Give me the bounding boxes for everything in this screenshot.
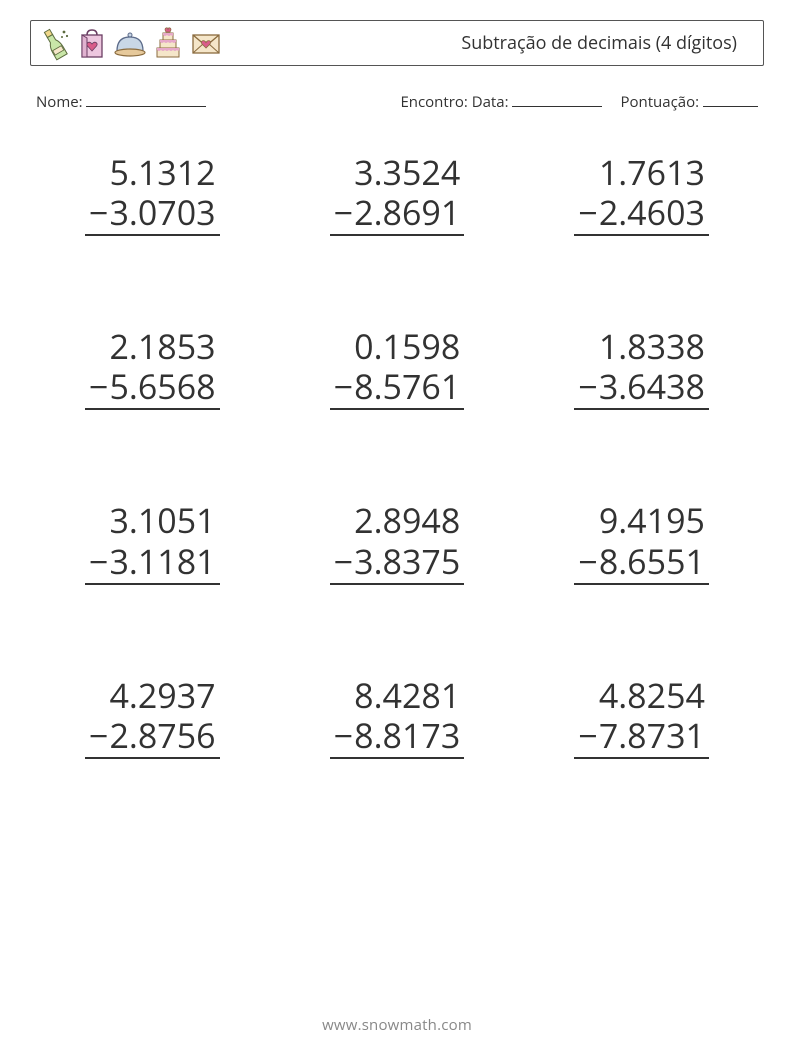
subtraction-problem: 0.1598−8.5761 bbox=[285, 326, 510, 410]
minuend: 8.4281 bbox=[330, 675, 465, 715]
love-letter-icon bbox=[189, 25, 223, 61]
name-blank bbox=[86, 93, 206, 107]
subtraction-problem: 1.7613−2.4603 bbox=[529, 152, 754, 236]
minuend: 5.1312 bbox=[85, 152, 220, 192]
subtrahend: −3.8375 bbox=[330, 541, 465, 585]
cake-icon bbox=[151, 25, 185, 61]
subtraction-problem: 3.1051−3.1181 bbox=[40, 500, 265, 584]
footer-url: www.snowmath.com bbox=[0, 1015, 794, 1035]
champagne-icon bbox=[37, 25, 71, 61]
minuend: 3.3524 bbox=[330, 152, 465, 192]
score-label: Pontuação: bbox=[620, 92, 699, 112]
worksheet-page: Subtração de decimais (4 dígitos) Nome: … bbox=[0, 0, 794, 1053]
subtrahend: −2.4603 bbox=[574, 192, 709, 236]
minuend: 4.8254 bbox=[574, 675, 709, 715]
subtrahend: −3.0703 bbox=[85, 192, 220, 236]
gift-bag-icon bbox=[75, 25, 109, 61]
subtraction-problem: 4.8254−7.8731 bbox=[529, 675, 754, 759]
header-icons bbox=[37, 25, 223, 61]
date-label: Encontro: Data: bbox=[400, 92, 508, 112]
subtraction-problem: 2.8948−3.8375 bbox=[285, 500, 510, 584]
date-field: Encontro: Data: bbox=[400, 92, 602, 112]
subtraction-problem: 5.1312−3.0703 bbox=[40, 152, 265, 236]
subtraction-problem: 8.4281−8.8173 bbox=[285, 675, 510, 759]
subtraction-problem: 3.3524−2.8691 bbox=[285, 152, 510, 236]
minuend: 1.7613 bbox=[574, 152, 709, 192]
subtrahend: −3.6438 bbox=[574, 366, 709, 410]
minuend: 9.4195 bbox=[574, 500, 709, 540]
meta-row: Nome: Encontro: Data: Pontuação: bbox=[30, 92, 764, 112]
cloche-icon bbox=[113, 25, 147, 61]
name-field: Nome: bbox=[36, 92, 400, 112]
minuend: 1.8338 bbox=[574, 326, 709, 366]
minuend: 0.1598 bbox=[330, 326, 465, 366]
subtrahend: −2.8756 bbox=[85, 715, 220, 759]
subtrahend: −8.8173 bbox=[330, 715, 465, 759]
minuend: 4.2937 bbox=[85, 675, 220, 715]
minuend: 3.1051 bbox=[85, 500, 220, 540]
subtraction-problem: 4.2937−2.8756 bbox=[40, 675, 265, 759]
header-box: Subtração de decimais (4 dígitos) bbox=[30, 20, 764, 66]
score-blank bbox=[703, 93, 758, 107]
subtrahend: −8.6551 bbox=[574, 541, 709, 585]
name-label: Nome: bbox=[36, 92, 83, 112]
subtrahend: −5.6568 bbox=[85, 366, 220, 410]
date-blank bbox=[512, 93, 602, 107]
subtrahend: −2.8691 bbox=[330, 192, 465, 236]
subtrahend: −8.5761 bbox=[330, 366, 465, 410]
minuend: 2.1853 bbox=[85, 326, 220, 366]
subtrahend: −3.1181 bbox=[85, 541, 220, 585]
minuend: 2.8948 bbox=[330, 500, 465, 540]
worksheet-title: Subtração de decimais (4 dígitos) bbox=[461, 31, 753, 55]
subtrahend: −7.8731 bbox=[574, 715, 709, 759]
subtraction-problem: 1.8338−3.6438 bbox=[529, 326, 754, 410]
subtraction-problem: 9.4195−8.6551 bbox=[529, 500, 754, 584]
problems-grid: 5.1312−3.07033.3524−2.86911.7613−2.46032… bbox=[30, 152, 764, 759]
score-field: Pontuação: bbox=[620, 92, 758, 112]
subtraction-problem: 2.1853−5.6568 bbox=[40, 326, 265, 410]
